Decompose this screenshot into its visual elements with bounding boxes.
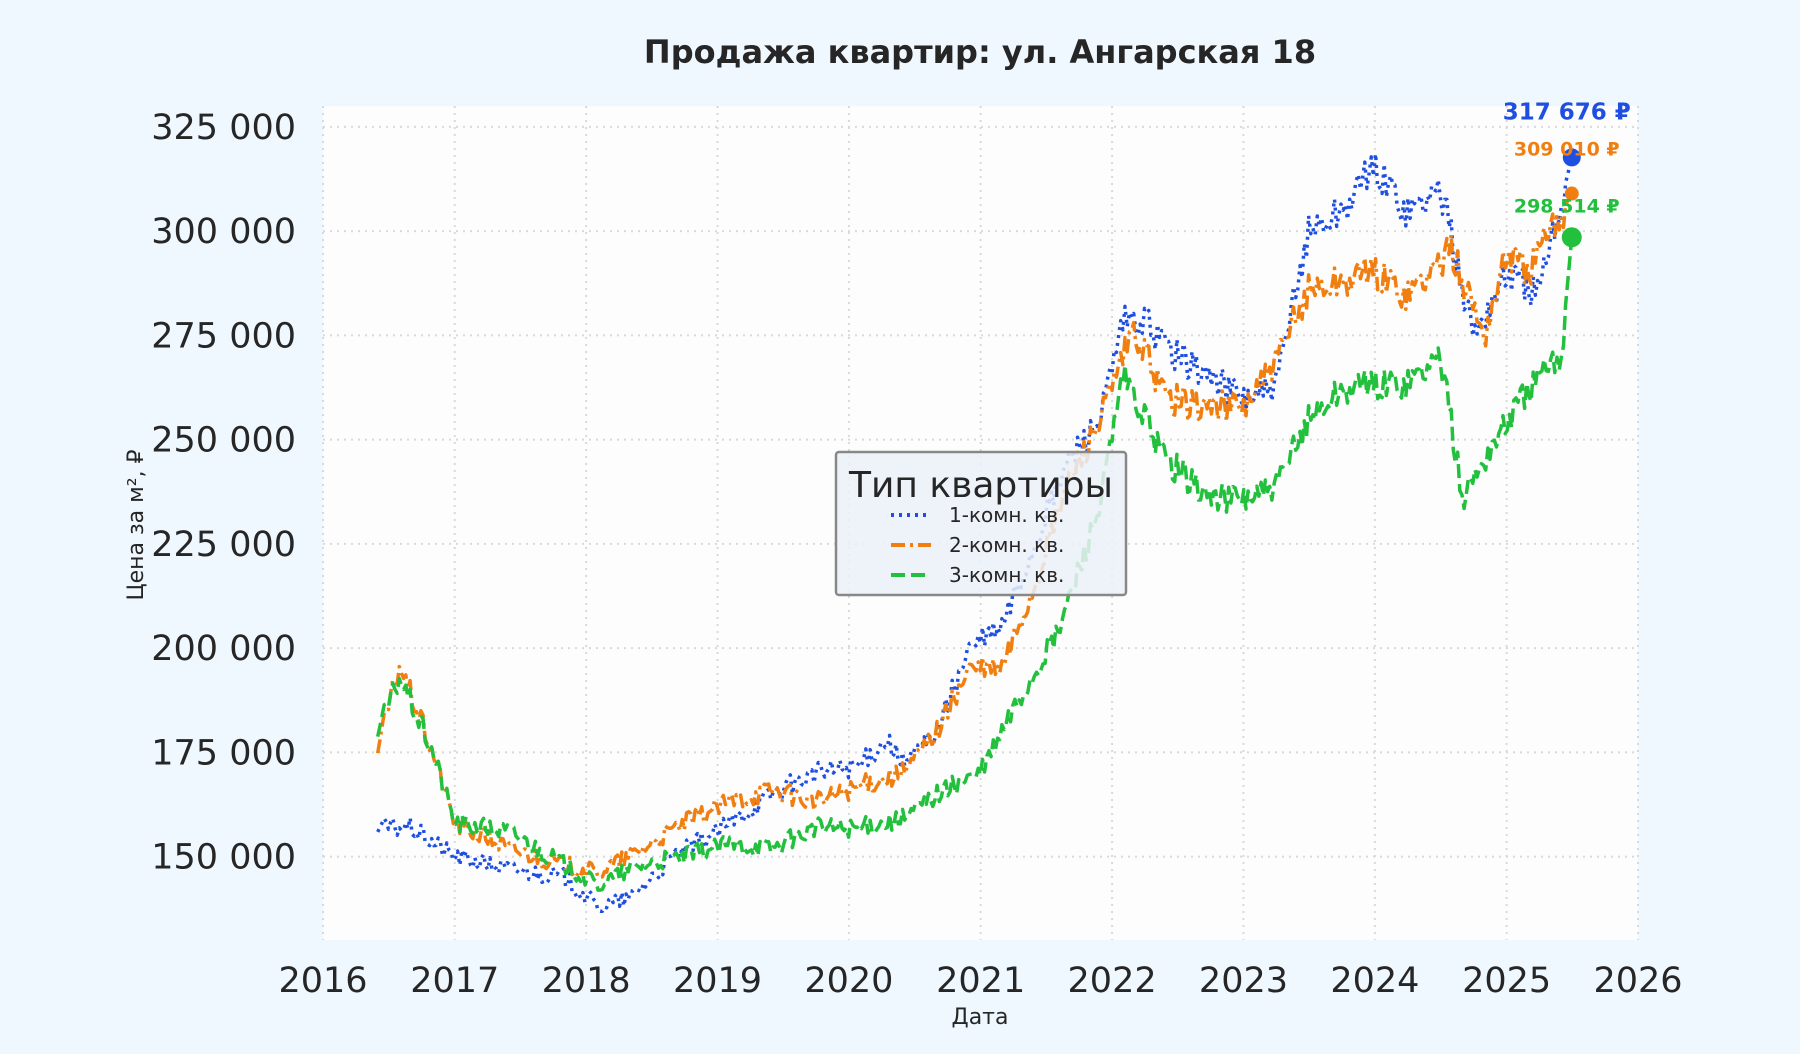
legend-box — [834, 450, 1128, 597]
x-tick-label: 2019 — [673, 961, 762, 1001]
x-tick-label: 2016 — [278, 961, 367, 1001]
x-tick-label: 2020 — [804, 961, 893, 1001]
x-tick-label: 2025 — [1462, 961, 1551, 1001]
end-value-label: 298 514 ₽ — [1514, 195, 1620, 217]
y-tick-label: 300 000 — [151, 212, 296, 252]
x-tick-label: 2023 — [1199, 961, 1288, 1001]
legend-item-label: 2-комн. кв. — [949, 533, 1064, 557]
x-axis-title: Дата — [952, 1005, 1009, 1030]
x-tick-label: 2024 — [1330, 961, 1419, 1001]
end-marker — [1564, 186, 1579, 201]
y-tick-label: 175 000 — [151, 733, 296, 773]
series-line-1k — [376, 151, 1574, 914]
y-tick-label: 325 000 — [151, 108, 296, 148]
x-tick-label: 2021 — [936, 961, 1025, 1001]
end-value-label: 309 010 ₽ — [1514, 139, 1620, 161]
end-value-label: 317 676 ₽ — [1503, 99, 1631, 125]
legend-title: Тип квартиры — [848, 465, 1113, 506]
y-tick-label: 275 000 — [151, 316, 296, 356]
end-marker — [1562, 148, 1581, 167]
chart-title: Продажа квартир: ул. Ангарская 18 — [644, 33, 1316, 71]
y-tick-label: 250 000 — [151, 421, 296, 461]
y-tick-label: 150 000 — [151, 838, 296, 878]
y-axis-title: Цена за м², ₽ — [124, 449, 149, 600]
end-marker — [1561, 227, 1582, 248]
x-tick-label: 2026 — [1593, 961, 1682, 1001]
y-tick-label: 200 000 — [151, 629, 296, 669]
series-line-3k — [375, 237, 1574, 892]
legend-item-label: 1-комн. кв. — [949, 503, 1064, 527]
x-tick-label: 2022 — [1068, 961, 1157, 1001]
y-tick-label: 225 000 — [151, 525, 296, 565]
x-tick-label: 2018 — [542, 961, 631, 1001]
x-tick-label: 2017 — [410, 961, 499, 1001]
legend-item-label: 3-комн. кв. — [949, 563, 1064, 587]
series-line-2k — [375, 192, 1574, 880]
